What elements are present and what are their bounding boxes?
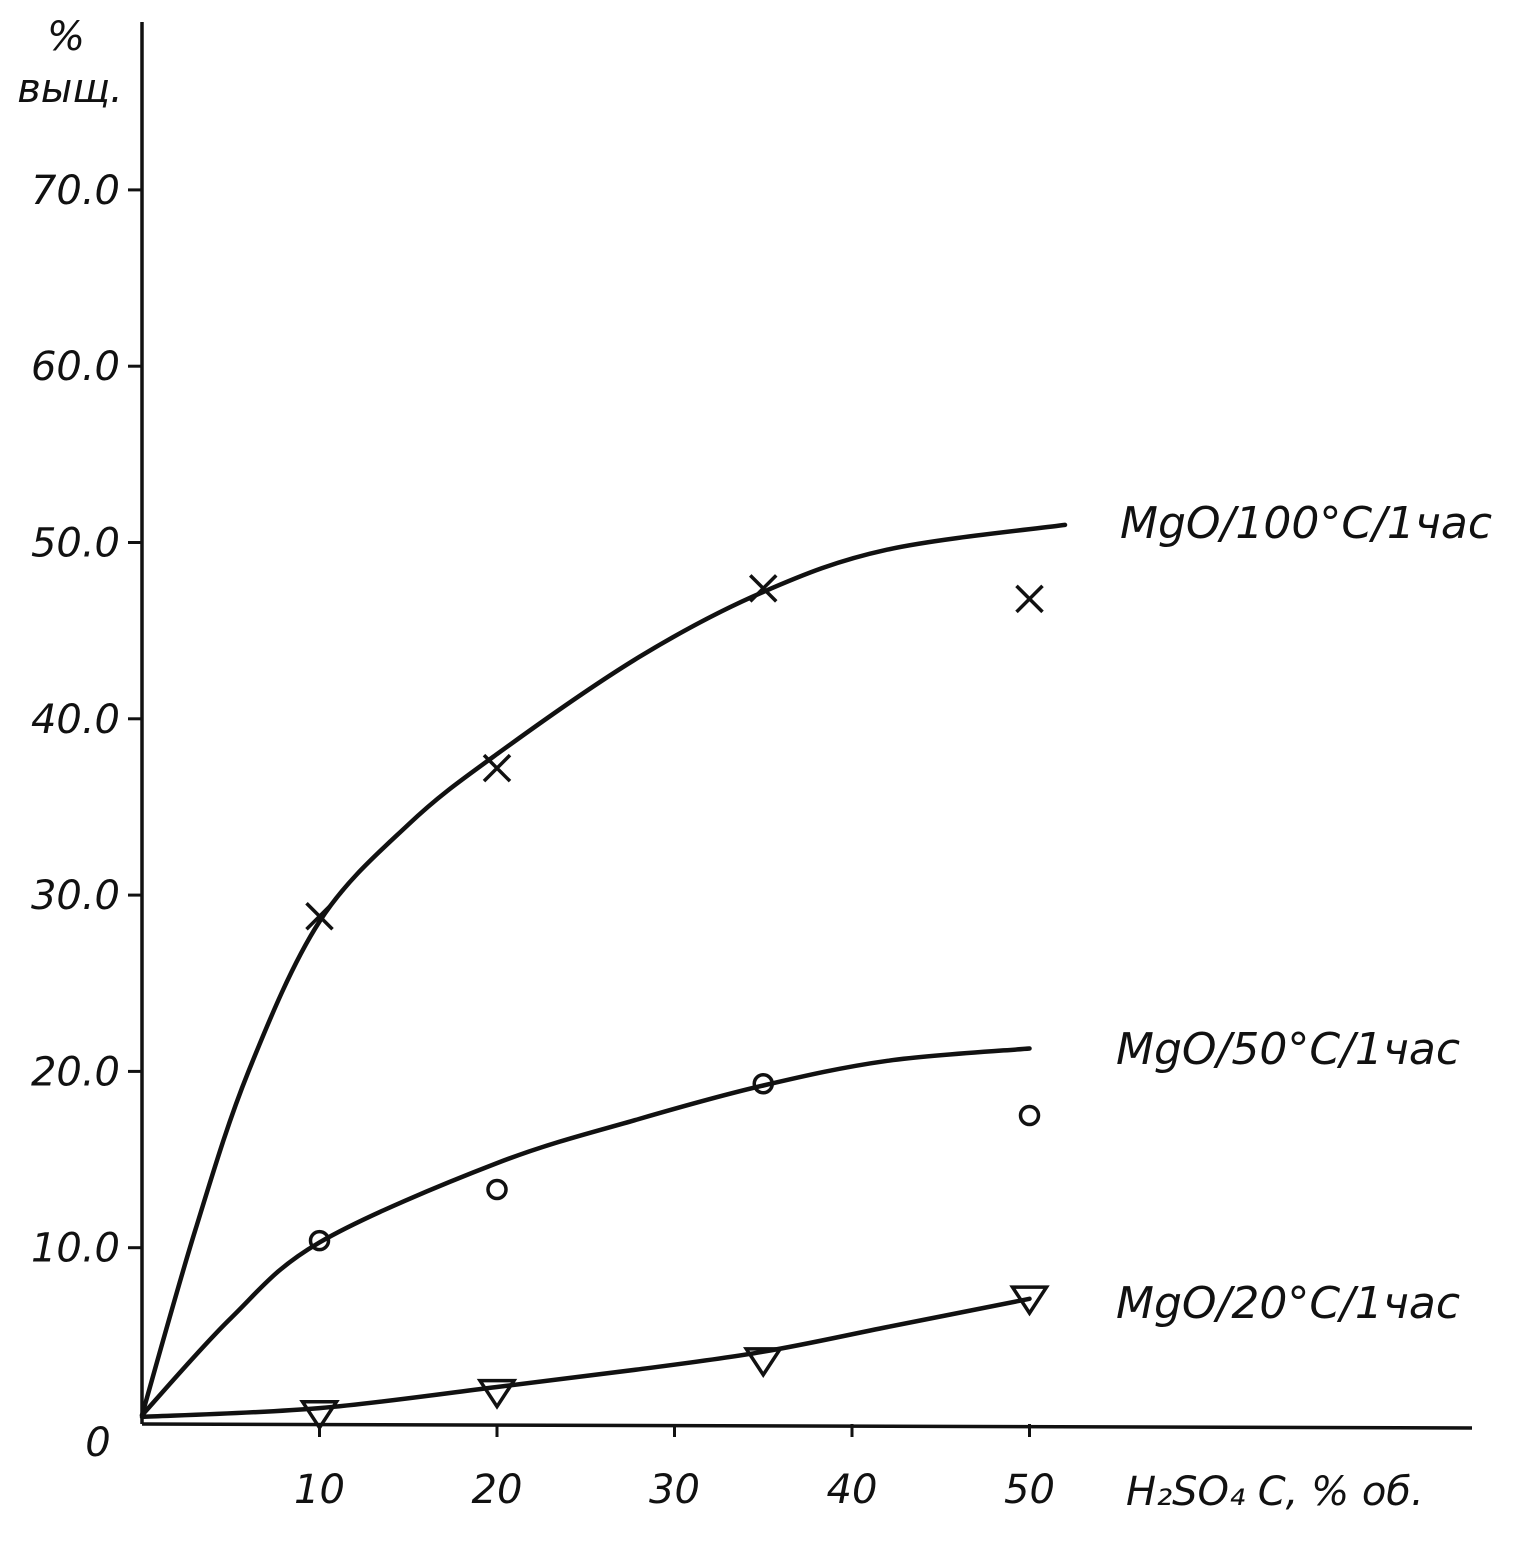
x-tick-label-40: 40 (827, 1467, 878, 1513)
y-tick-label-10.0: 10.0 (31, 1226, 120, 1272)
series-label-mgo-20-c-1: MgO/20°C/1час (1116, 1278, 1460, 1329)
point-mgo-100-c-1-0-stroke-b (305, 902, 334, 931)
y-tick-label-70.0: 70.0 (31, 168, 120, 214)
series-label-mgo-50-c-1: MgO/50°C/1час (1116, 1024, 1460, 1075)
point-mgo-50-c-1-2 (752, 1072, 774, 1095)
data-markers (299, 574, 1050, 1431)
y-tick-label-30.0: 30.0 (31, 873, 120, 919)
x-axis-title: H₂SO₄ C, % об. (1126, 1469, 1424, 1515)
x-tick-label-50: 50 (1004, 1467, 1055, 1513)
x-tick-label-20: 20 (472, 1467, 523, 1513)
point-mgo-100-c-1-1 (482, 753, 512, 783)
y-tick-label-40.0: 40.0 (31, 697, 120, 743)
point-mgo-50-c-1-1 (486, 1178, 508, 1201)
point-mgo-100-c-1-2-stroke-b (749, 574, 778, 603)
point-mgo-20-c-1-1 (476, 1378, 518, 1410)
point-mgo-20-c-1-0 (299, 1399, 340, 1431)
point-mgo-100-c-1-3 (1015, 584, 1044, 614)
point-mgo-50-c-1-3 (1018, 1104, 1041, 1127)
point-mgo-100-c-1-0 (305, 902, 334, 931)
point-mgo-100-c-1-2 (749, 574, 778, 603)
curve-mgo-100-c-1 (139, 522, 1068, 1418)
x-tick-label-10: 10 (294, 1467, 345, 1513)
point-mgo-100-c-1-3-stroke-b (1015, 584, 1044, 614)
origin-label: 0 (85, 1420, 110, 1466)
point-mgo-100-c-1-1-stroke-b (482, 753, 512, 783)
y-axis-title-line-2: выщ. (17, 66, 123, 112)
chart-labels: 10 20 30 40 50 10.0 20.0 30.0 40.0 50.0 60.0 70.0 0%… (17, 14, 1492, 1515)
y-tick-label-20.0: 20.0 (31, 1049, 120, 1095)
point-mgo-50-c-1-0 (308, 1229, 331, 1252)
axes (128, 22, 1473, 1437)
series-label-mgo-100-c-1: MgO/100°C/1час (1120, 498, 1492, 549)
y-axis-title-line-1: % (47, 14, 85, 60)
y-tick-label-60.0: 60.0 (31, 344, 120, 390)
x-tick-label-30: 30 (649, 1467, 700, 1513)
point-mgo-20-c-1-2 (743, 1347, 784, 1379)
curve-mgo-50-c-1 (139, 1046, 1032, 1418)
x-axis-line (141, 1422, 1473, 1430)
point-mgo-20-c-1-3 (1009, 1285, 1050, 1317)
y-tick-label-50.0: 50.0 (31, 521, 120, 567)
curve-mgo-20-c-1 (139, 1296, 1032, 1420)
fit-curves (139, 522, 1068, 1420)
